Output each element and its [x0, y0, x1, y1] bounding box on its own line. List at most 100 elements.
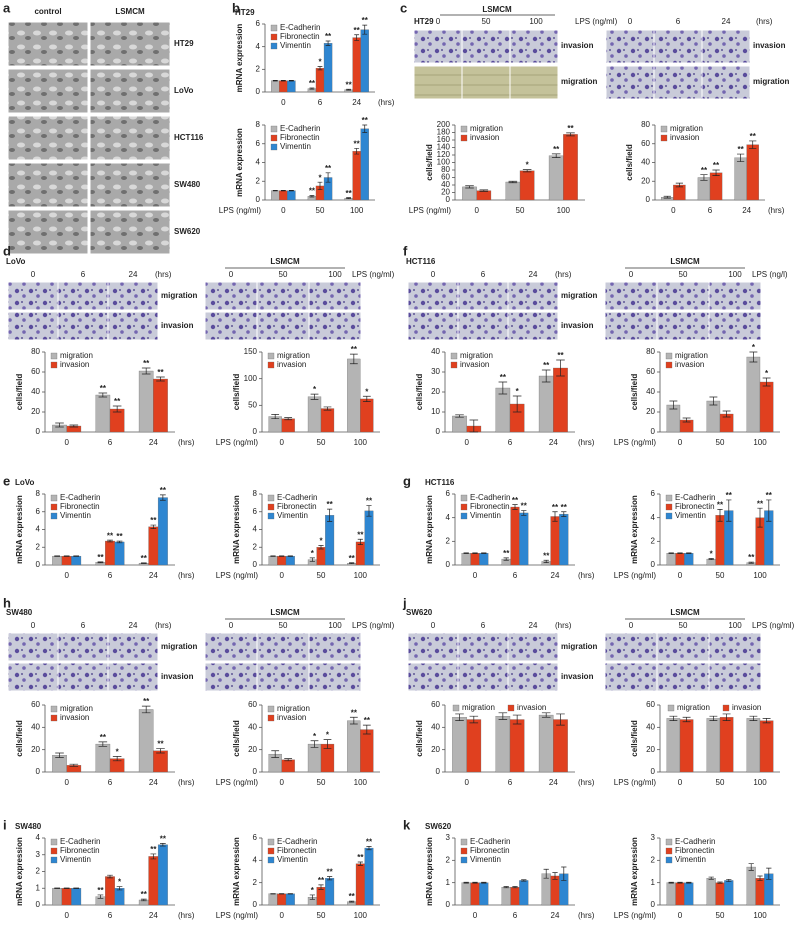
significance-mark: ** [362, 116, 369, 125]
error-bar [366, 846, 372, 851]
error-bar [748, 561, 754, 564]
panel-letter: i [3, 817, 7, 832]
error-bar [717, 881, 723, 884]
x-tick-label: 100 [350, 206, 364, 215]
legend-swatch [270, 33, 278, 41]
error-bar [541, 712, 551, 718]
figure-label: 50 [679, 270, 688, 279]
micrograph [656, 311, 710, 341]
error-bar [271, 414, 280, 420]
y-tick-label: 40 [646, 387, 655, 396]
bar [746, 144, 759, 201]
x-tick-label: 100 [753, 438, 767, 447]
error-bar [668, 881, 674, 884]
figure-label: LPS (ng/ml) [352, 270, 395, 279]
legend-label: migration [677, 703, 710, 712]
x-tick-label: 24 [551, 911, 560, 920]
significance-mark: ** [553, 145, 560, 154]
error-bar [748, 863, 754, 871]
y-axis-label: mRNA expression [235, 24, 244, 93]
legend-swatch [722, 704, 730, 712]
y-axis-label: mRNA expression [425, 837, 434, 906]
legend-swatch [50, 494, 58, 502]
chart-title: LoVo [15, 478, 35, 487]
error-bar [318, 884, 324, 890]
x-tick-label: 0 [279, 911, 284, 920]
error-bar [749, 140, 757, 149]
error-bar [717, 509, 723, 522]
significance-mark: * [516, 387, 520, 396]
micrograph [7, 68, 89, 114]
bar [52, 555, 63, 566]
bar [268, 893, 278, 906]
legend-label: invasion [732, 703, 761, 712]
figure-label: 6 [81, 270, 86, 279]
bar [470, 553, 480, 566]
bar [277, 893, 287, 906]
bar [559, 513, 569, 566]
legend-label: invasion [517, 703, 546, 712]
y-tick-label: 0 [253, 427, 258, 436]
micrograph [204, 662, 258, 692]
significance-mark: ** [726, 491, 733, 500]
chart-title: SW620 [425, 822, 452, 831]
error-bar [503, 886, 509, 889]
bar [109, 408, 125, 433]
legend-label: Fibronectin [470, 846, 510, 855]
significance-mark: * [318, 58, 322, 67]
error-bar [709, 396, 718, 406]
error-bar [736, 153, 745, 162]
micrograph [701, 65, 751, 100]
y-tick-label: 80 [646, 347, 655, 356]
x-tick-label: 0 [281, 98, 286, 107]
micrograph [308, 311, 362, 341]
bar [360, 29, 369, 93]
bar [519, 170, 535, 201]
figure-label: migration [753, 77, 790, 86]
legend-swatch [452, 704, 460, 712]
y-tick-label: 20 [31, 745, 40, 754]
y-tick-label: 200 [437, 120, 451, 129]
figure-label: LoVo [174, 86, 194, 95]
error-bar [512, 714, 522, 725]
y-tick-label: 0 [253, 767, 258, 776]
legend-swatch [270, 143, 278, 151]
y-tick-label: 120 [437, 150, 451, 159]
bar [706, 878, 716, 906]
y-tick-label: 20 [431, 745, 440, 754]
legend-swatch [460, 512, 468, 520]
error-bar [722, 713, 731, 721]
x-axis-label: LPS (ng/ml) [216, 778, 259, 787]
x-axis-label: LPS (ng/ml) [409, 206, 452, 215]
y-tick-label: 60 [646, 700, 655, 709]
figure-label: 24 [529, 270, 538, 279]
bar [347, 720, 361, 773]
figure-label: 50 [482, 17, 491, 26]
bar [510, 506, 520, 566]
legend-swatch [50, 352, 58, 360]
legend-label: migration [60, 704, 93, 713]
y-axis-label: cells/field [232, 374, 241, 411]
micrograph [57, 632, 109, 662]
y-tick-label: 140 [437, 143, 451, 152]
y-tick-label: 0 [446, 195, 451, 204]
error-bar [708, 558, 714, 561]
y-tick-label: 20 [641, 176, 650, 185]
significance-mark: ** [97, 553, 104, 562]
y-tick-label: 20 [31, 407, 40, 416]
micrograph [457, 632, 509, 662]
y-tick-label: 0 [446, 560, 451, 569]
x-tick-label: 50 [716, 571, 725, 580]
error-bar [522, 169, 532, 173]
x-tick-label: 50 [316, 206, 325, 215]
significance-mark: * [311, 886, 315, 895]
x-tick-label: 6 [508, 438, 513, 447]
bar [364, 847, 374, 906]
legend-label: Fibronectin [280, 133, 320, 142]
micrograph [7, 209, 89, 255]
significance-mark: * [116, 747, 120, 756]
micrograph [256, 281, 310, 311]
